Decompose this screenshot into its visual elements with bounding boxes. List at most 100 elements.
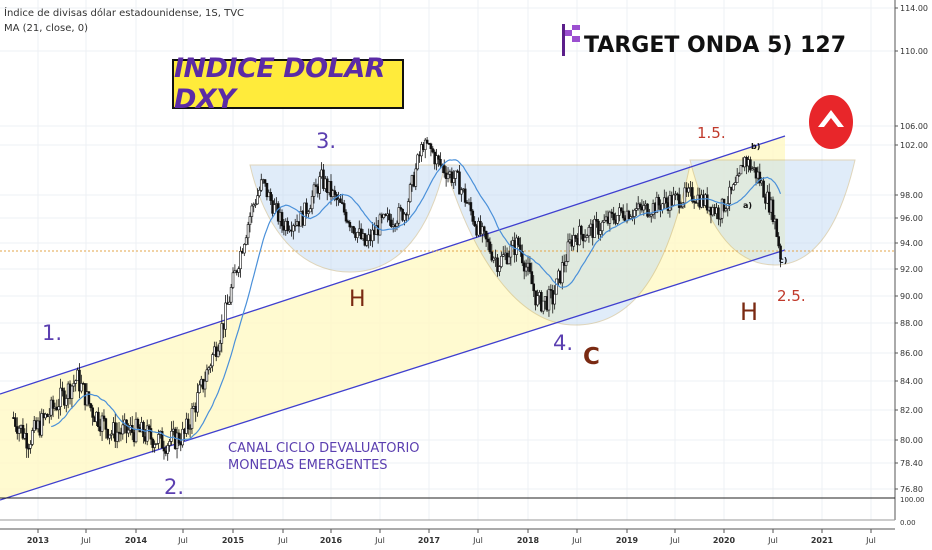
candle-body [64, 398, 68, 406]
candle-body [17, 427, 21, 434]
candle-body [181, 428, 184, 446]
candle-body [160, 431, 164, 449]
y-tick-label: 78.40 [900, 459, 923, 468]
candle-body [318, 176, 321, 194]
candle-body [718, 217, 722, 220]
candle-body [737, 173, 741, 176]
candle-body [473, 221, 476, 227]
candle-body [229, 287, 233, 303]
candle-body [724, 208, 728, 212]
candle-body [162, 447, 166, 452]
x-tick-label: Jul [374, 536, 385, 545]
candle-body [403, 213, 406, 221]
lower-tick-label: 0.00 [900, 519, 916, 527]
candle-body [616, 215, 619, 224]
candle-body [196, 392, 199, 413]
x-tick-label: 2020 [713, 536, 736, 545]
candle-body [732, 184, 735, 191]
candle-body [507, 256, 511, 264]
candle-body [597, 220, 600, 235]
candle-body [520, 250, 524, 264]
candle-body [524, 266, 528, 272]
candle-body [574, 235, 577, 239]
candle-body [378, 214, 382, 236]
candle-body [635, 208, 638, 211]
candle-body [585, 235, 589, 238]
candle-body [252, 204, 256, 207]
candle-body [488, 241, 492, 253]
candle-body [248, 216, 252, 225]
wave-1-label: 1. [42, 321, 62, 345]
candle-body [610, 211, 614, 214]
candle-body [203, 380, 207, 390]
candle-body [117, 431, 121, 434]
candle-body [151, 438, 155, 448]
candle-body [342, 203, 346, 213]
lower-tick-label: 100.00 [900, 496, 925, 504]
y-tick-label: 82.00 [900, 406, 923, 415]
candle-body [469, 202, 473, 212]
candle-body [314, 184, 318, 187]
candle-body [307, 211, 310, 214]
candle-body [509, 244, 513, 258]
candle-body [717, 207, 720, 220]
candle-body [110, 433, 113, 436]
candle-body [456, 170, 459, 173]
candle-body [205, 369, 209, 382]
candle-body [749, 159, 752, 171]
candle-body [442, 165, 446, 174]
wave-25-label: 2.5. [777, 287, 806, 305]
candle-body [423, 139, 427, 150]
candle-body [482, 226, 486, 232]
candle-body [687, 187, 690, 193]
candle-body [310, 196, 314, 210]
candle-body [406, 201, 410, 216]
candle-body [312, 184, 316, 197]
candle-body [490, 251, 494, 261]
candle-body [254, 203, 257, 206]
candle-body [145, 425, 149, 442]
candle-body [690, 187, 694, 202]
candle-body [237, 268, 240, 273]
moving-average-line [51, 159, 782, 441]
y-tick-label: 90.00 [900, 292, 923, 301]
candle-body [115, 431, 119, 442]
candle-body [78, 369, 81, 392]
x-tick-label: 2021 [811, 536, 834, 545]
x-tick-label: 2013 [27, 536, 49, 545]
candle-body [646, 203, 649, 217]
y-tick-label: 102.00 [900, 141, 928, 150]
candle-body [642, 205, 646, 211]
y-tick-label: 76.80 [900, 485, 923, 494]
candle-body [243, 244, 246, 254]
candle-body [170, 430, 173, 442]
x-tick-label: Jul [277, 536, 288, 545]
y-tick-label: 88.00 [900, 319, 923, 328]
candle-body [198, 384, 201, 393]
candle-body [265, 182, 269, 198]
candle-body [365, 240, 369, 246]
channel-upper-line [0, 135, 786, 395]
y-tick-label: 84.00 [900, 377, 923, 386]
indicator-header[interactable]: MA (21, close, 0) [4, 23, 89, 34]
candle-body [631, 216, 634, 218]
candle-body [429, 143, 433, 149]
candle-body [149, 428, 153, 440]
candle-body [420, 144, 423, 157]
candle-body [661, 203, 664, 211]
candle-body [683, 187, 687, 204]
candle-body [431, 148, 435, 153]
candle-body [25, 433, 28, 449]
candle-body [136, 418, 140, 428]
candle-body [602, 219, 606, 223]
candle-body [344, 211, 348, 222]
candle-body [728, 186, 731, 204]
sub-c-label: c) [779, 256, 787, 265]
candle-body [147, 425, 151, 429]
candle-body [190, 408, 194, 429]
candle-body [142, 421, 145, 438]
candle-body [188, 428, 192, 430]
candle-body [649, 214, 653, 217]
candle-body [168, 441, 171, 446]
